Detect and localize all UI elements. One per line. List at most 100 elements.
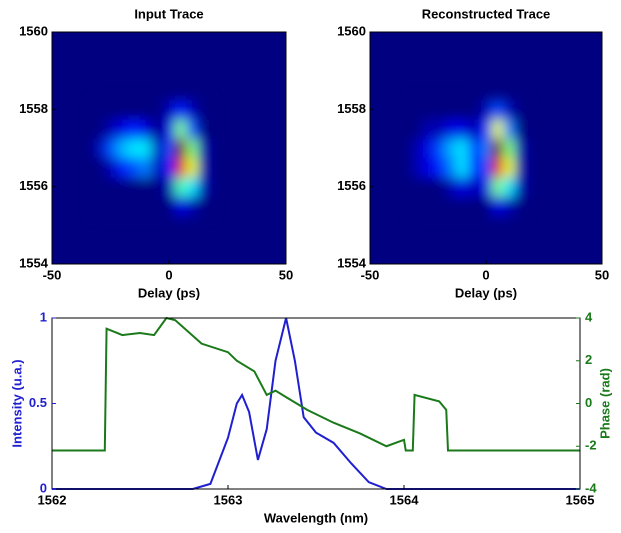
x-tick-label: 1564 bbox=[390, 492, 420, 507]
heatmap-cell bbox=[503, 138, 516, 159]
heatmap-cell bbox=[128, 196, 141, 217]
heatmap-cell bbox=[198, 119, 211, 139]
heatmap-cell bbox=[515, 196, 528, 217]
heatmap-cell bbox=[198, 157, 211, 178]
heatmap-cell bbox=[163, 196, 176, 217]
chart-title: Reconstructed Trace bbox=[422, 6, 551, 21]
heatmap-cell bbox=[174, 196, 188, 217]
heatmap-cell bbox=[104, 177, 117, 197]
y-tick-label: 1560 bbox=[337, 23, 366, 38]
heatmap-cell bbox=[480, 157, 493, 178]
heatmap-cell bbox=[128, 99, 141, 120]
heatmap-cell bbox=[151, 177, 164, 197]
x-axis-label: Wavelength (nm) bbox=[264, 510, 368, 525]
heatmap-cell bbox=[410, 157, 423, 178]
chart-title: Input Trace bbox=[134, 6, 203, 21]
y-tick-label: 0.5 bbox=[29, 395, 47, 410]
heatmap-cell bbox=[433, 99, 446, 120]
heatmap-cell bbox=[92, 119, 106, 139]
heatmap-cell bbox=[139, 157, 152, 178]
heatmap-cells bbox=[92, 99, 211, 217]
heatmap-cell bbox=[174, 157, 188, 178]
heatmap-cell bbox=[116, 157, 129, 178]
series-line bbox=[52, 316, 580, 452]
heatmap-cell bbox=[104, 138, 117, 159]
heatmap-cell bbox=[410, 177, 423, 197]
heatmap-cell bbox=[515, 177, 528, 197]
heatmap-cell bbox=[163, 119, 176, 139]
y-tick-label: 1556 bbox=[19, 178, 48, 193]
y-tick-label: 1 bbox=[40, 309, 47, 324]
heatmap-cell bbox=[104, 99, 117, 120]
heatmap-cell bbox=[491, 99, 504, 120]
heatmap-cell bbox=[104, 119, 117, 139]
heatmap-cell bbox=[515, 138, 528, 159]
y-tick-label: 1560 bbox=[19, 23, 48, 38]
y-tick-label: 1554 bbox=[337, 255, 367, 270]
y2-tick-label: 2 bbox=[585, 352, 592, 367]
heatmap-cell bbox=[116, 119, 129, 139]
heatmap-cell bbox=[480, 196, 493, 217]
heatmap-cell bbox=[422, 138, 435, 159]
heatmap-cell bbox=[186, 99, 199, 120]
heatmap-cell bbox=[433, 138, 446, 159]
heatmap-cell bbox=[445, 99, 458, 120]
y-tick-label: 1558 bbox=[337, 101, 366, 116]
heatmap-cell bbox=[174, 99, 188, 120]
heatmap-cell bbox=[445, 138, 458, 159]
heatmap-cell bbox=[468, 157, 481, 178]
heatmap-cell bbox=[445, 177, 458, 197]
heatmap-cell bbox=[515, 99, 528, 120]
x-axis-label: Delay (ps) bbox=[455, 285, 517, 300]
heatmap-cell bbox=[468, 99, 481, 120]
series-line bbox=[52, 317, 580, 490]
heatmap-cell bbox=[468, 177, 481, 197]
heatmap-cell bbox=[116, 138, 129, 159]
heatmap-cell bbox=[410, 138, 423, 159]
x-tick-label: -50 bbox=[43, 267, 62, 282]
heatmap-cell bbox=[503, 99, 516, 120]
heatmap-cell bbox=[92, 196, 106, 217]
heatmap-cell bbox=[198, 196, 211, 217]
heatmap-cell bbox=[468, 196, 481, 217]
heatmap-cell bbox=[151, 138, 164, 159]
heatmap-cell bbox=[491, 157, 504, 178]
heatmap-cell bbox=[410, 119, 423, 139]
heatmap-cell bbox=[422, 177, 435, 197]
x-axis-label: Delay (ps) bbox=[138, 285, 200, 300]
heatmap-cell bbox=[92, 177, 106, 197]
x-tick-label: 50 bbox=[595, 267, 609, 282]
heatmap-cells bbox=[410, 99, 528, 217]
heatmap-cell bbox=[503, 157, 516, 178]
heatmap-cell bbox=[457, 99, 470, 120]
heatmap-cell bbox=[468, 138, 481, 159]
heatmap-cell bbox=[174, 119, 188, 139]
heatmap-cell bbox=[186, 196, 199, 217]
heatmap-cell bbox=[433, 119, 446, 139]
heatmap-cell bbox=[433, 177, 446, 197]
heatmap-cell bbox=[480, 177, 493, 197]
heatmap-cell bbox=[163, 138, 176, 159]
heatmap-cell bbox=[491, 177, 504, 197]
heatmap-cell bbox=[422, 196, 435, 217]
y-axis-label: Intensity (u.a.) bbox=[9, 359, 24, 447]
heatmap-cell bbox=[198, 138, 211, 159]
heatmap-cell bbox=[422, 119, 435, 139]
y-tick-label: 1554 bbox=[19, 255, 49, 270]
x-tick-label: 1563 bbox=[214, 492, 243, 507]
x-tick-label: 50 bbox=[279, 267, 293, 282]
heatmap-cell bbox=[503, 196, 516, 217]
heatmap-cell bbox=[104, 196, 117, 217]
heatmap-cell bbox=[480, 99, 493, 120]
heatmap-cell bbox=[422, 157, 435, 178]
x-tick-label: -50 bbox=[361, 267, 380, 282]
y-tick-label: 1556 bbox=[337, 178, 366, 193]
heatmap-cell bbox=[480, 138, 493, 159]
heatmap-cell bbox=[92, 99, 106, 120]
heatmap-cell bbox=[480, 119, 493, 139]
y2-tick-label: -4 bbox=[585, 480, 597, 495]
heatmap-cell bbox=[410, 99, 423, 120]
y-tick-label: 0 bbox=[40, 480, 47, 495]
heatmap-cell bbox=[503, 177, 516, 197]
